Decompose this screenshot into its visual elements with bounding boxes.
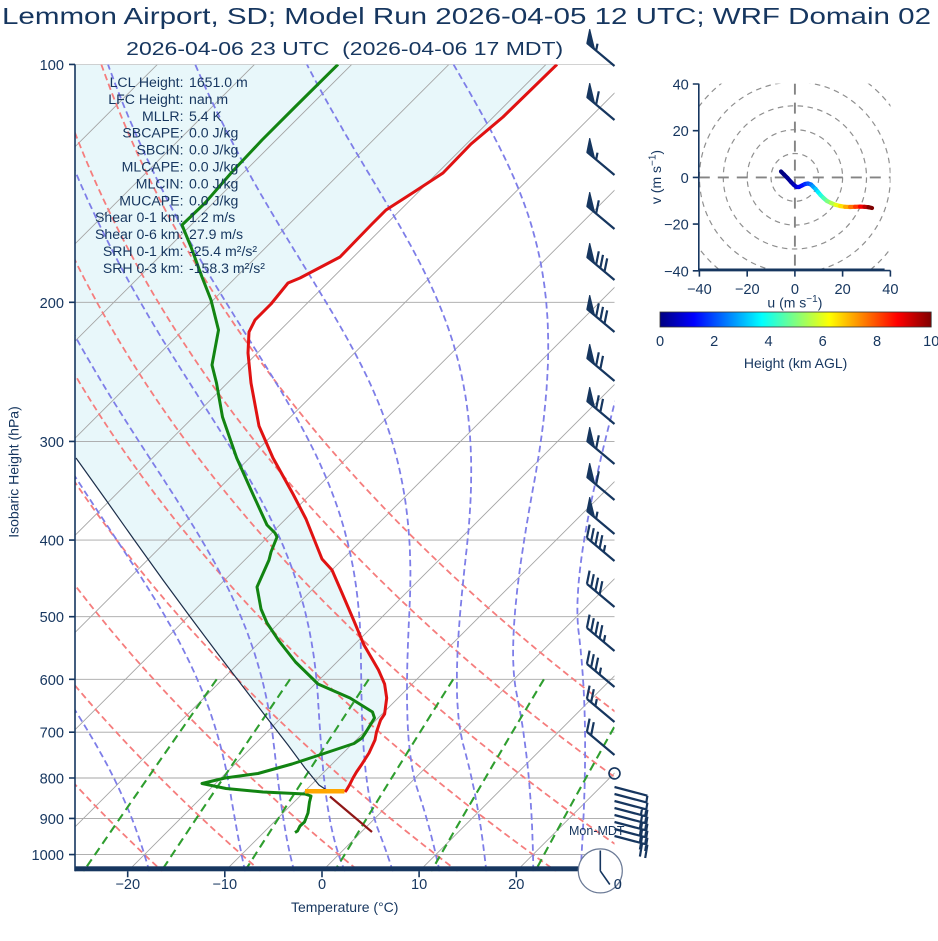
svg-text:MLLR:: MLLR: bbox=[142, 108, 184, 124]
svg-text:1000: 1000 bbox=[32, 848, 64, 864]
svg-text:0.0 J/kg: 0.0 J/kg bbox=[189, 125, 238, 141]
svg-text:40: 40 bbox=[882, 282, 898, 298]
svg-text:900: 900 bbox=[40, 812, 64, 828]
svg-text:LCL Height:: LCL Height: bbox=[110, 74, 184, 90]
svg-text:-158.3 m²/s²: -158.3 m²/s² bbox=[189, 260, 265, 276]
svg-text:−40: −40 bbox=[687, 282, 712, 298]
svg-text:SRH 0-3 km:: SRH 0-3 km: bbox=[103, 260, 184, 276]
svg-text:0: 0 bbox=[656, 334, 664, 350]
svg-text:SBCAPE:: SBCAPE: bbox=[122, 125, 183, 141]
svg-text:0: 0 bbox=[614, 877, 622, 893]
svg-text:5.4 K: 5.4 K bbox=[189, 108, 223, 124]
svg-text:Shear 0-6 km:: Shear 0-6 km: bbox=[95, 226, 184, 242]
svg-text:27.9 m/s: 27.9 m/s bbox=[189, 226, 243, 242]
svg-text:400: 400 bbox=[40, 534, 64, 550]
svg-text:300: 300 bbox=[40, 435, 64, 451]
svg-text:SRH 0-1 km:: SRH 0-1 km: bbox=[103, 243, 184, 259]
svg-text:−20: −20 bbox=[115, 877, 140, 893]
svg-text:0.0 J/kg: 0.0 J/kg bbox=[189, 192, 238, 208]
svg-text:20: 20 bbox=[834, 282, 850, 298]
svg-text:MLCIN:: MLCIN: bbox=[136, 175, 184, 191]
svg-text:-25.4 m²/s²: -25.4 m²/s² bbox=[189, 243, 257, 259]
svg-text:MLCAPE:: MLCAPE: bbox=[122, 159, 184, 175]
svg-text:1651.0 m: 1651.0 m bbox=[189, 74, 248, 90]
svg-text:0: 0 bbox=[318, 877, 326, 893]
svg-text:SBCIN:: SBCIN: bbox=[137, 142, 184, 158]
svg-text:2026-04-06 23 UTC (2026-04-06: 2026-04-06 23 UTC (2026-04-06 17 MDT) bbox=[126, 39, 563, 59]
svg-text:Temperature (°C): Temperature (°C) bbox=[291, 899, 399, 915]
svg-text:−10: −10 bbox=[212, 877, 237, 893]
svg-text:−20: −20 bbox=[664, 218, 689, 234]
svg-text:800: 800 bbox=[40, 772, 64, 788]
svg-text:10: 10 bbox=[923, 334, 938, 350]
svg-text:0.0 J/kg: 0.0 J/kg bbox=[189, 175, 238, 191]
svg-text:600: 600 bbox=[40, 673, 64, 689]
svg-text:Shear 0-1 km:: Shear 0-1 km: bbox=[95, 209, 184, 225]
svg-text:8: 8 bbox=[873, 334, 881, 350]
svg-text:Mon-MDT: Mon-MDT bbox=[569, 824, 625, 838]
svg-text:Height (km AGL): Height (km AGL) bbox=[744, 355, 847, 371]
svg-text:0: 0 bbox=[681, 171, 689, 187]
svg-text:0: 0 bbox=[791, 282, 799, 298]
svg-text:10: 10 bbox=[411, 877, 427, 893]
svg-text:Isobaric Height (hPa): Isobaric Height (hPa) bbox=[6, 406, 22, 538]
svg-text:2: 2 bbox=[710, 334, 718, 350]
svg-text:200: 200 bbox=[40, 296, 64, 312]
svg-text:500: 500 bbox=[40, 610, 64, 626]
svg-text:20: 20 bbox=[673, 124, 689, 140]
svg-text:700: 700 bbox=[40, 726, 64, 742]
svg-text:LFC Height:: LFC Height: bbox=[108, 91, 183, 107]
svg-text:nan m: nan m bbox=[189, 91, 228, 107]
svg-text:0.0 J/kg: 0.0 J/kg bbox=[189, 142, 238, 158]
svg-text:MUCAPE:: MUCAPE: bbox=[119, 192, 183, 208]
svg-text:20: 20 bbox=[508, 877, 524, 893]
svg-text:4: 4 bbox=[764, 334, 772, 350]
svg-text:40: 40 bbox=[673, 78, 689, 94]
svg-text:−40: −40 bbox=[664, 264, 689, 280]
svg-text:−20: −20 bbox=[735, 282, 760, 298]
svg-text:0.0 J/kg: 0.0 J/kg bbox=[189, 159, 238, 175]
svg-text:6: 6 bbox=[819, 334, 827, 350]
svg-text:100: 100 bbox=[40, 58, 64, 74]
svg-text:1.2 m/s: 1.2 m/s bbox=[189, 209, 235, 225]
svg-text:Lemmon Airport, SD; Model Run: Lemmon Airport, SD; Model Run 2026-04-05… bbox=[2, 3, 931, 29]
